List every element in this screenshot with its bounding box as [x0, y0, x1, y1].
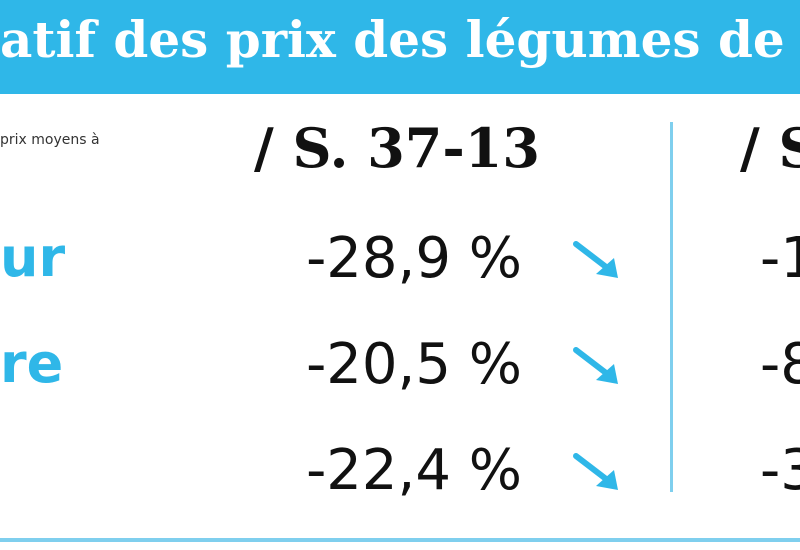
column-header-week-37-13: / S. 37-13	[254, 116, 540, 180]
row-value: -28,9 %	[306, 226, 522, 291]
row-value-second: -1	[760, 226, 800, 291]
row-value-second: -8	[760, 332, 800, 397]
row-value: -22,4 %	[306, 438, 522, 503]
arrow-down-right-icon	[573, 241, 618, 278]
table-note: prix moyens à	[0, 132, 100, 148]
column-header-second: / S	[740, 116, 800, 180]
row-value-second: -3	[760, 438, 800, 503]
row-label: re	[0, 332, 64, 395]
arrow-down-right-icon	[573, 453, 618, 490]
column-divider	[670, 122, 673, 492]
page-title: atif des prix des légumes de la sem	[0, 10, 800, 69]
row-label: ur	[0, 226, 66, 289]
row-value: -20,5 %	[306, 332, 522, 397]
bottom-rule	[0, 538, 800, 542]
arrow-down-right-icon	[573, 347, 618, 384]
title-banner: atif des prix des légumes de la sem	[0, 0, 800, 94]
